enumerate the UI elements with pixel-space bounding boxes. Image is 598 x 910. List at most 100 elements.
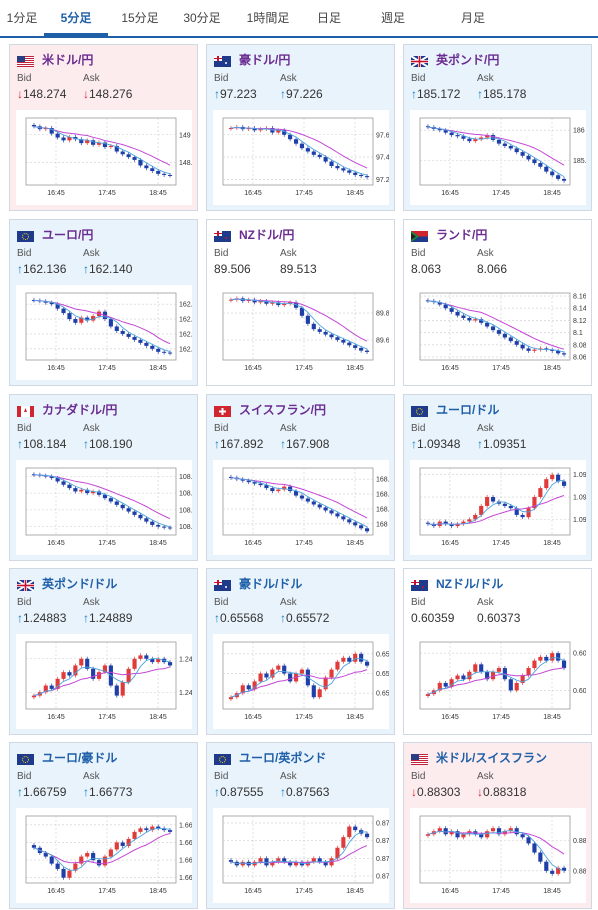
mini-chart[interactable]: 16:45 17:45 18:45 168.6 168.4 168.2 168 [213, 460, 389, 555]
candle-body [252, 128, 257, 131]
candle-body [443, 828, 448, 835]
candle-body [479, 505, 484, 515]
mini-chart[interactable]: 16:45 17:45 18:45 108.8 108.6 108.4 108.2 [16, 460, 192, 555]
candle-body [329, 161, 334, 167]
mini-chart[interactable]: 16:45 17:45 18:45 186 185.5 [410, 110, 586, 205]
candle-body [73, 665, 78, 676]
mini-chart[interactable]: 16:45 17:45 18:45 0.604 0.603 [410, 634, 586, 729]
candle-body [561, 353, 567, 355]
candle-body [91, 668, 96, 679]
currency-card[interactable]: NZドル/ドル Bid Ask 0.60359 0.60373 16:45 17:45 18:… [403, 568, 592, 735]
candle-body [359, 347, 364, 351]
tab-1[interactable]: 5分足 [44, 0, 108, 36]
tab-7[interactable]: 月足 [460, 11, 485, 25]
mini-chart[interactable]: 16:45 17:45 18:45 0.876 0.8755 0.875 0.8745 [213, 808, 389, 903]
x-tick-label: 17:45 [98, 540, 116, 547]
mini-chart[interactable]: 16:45 17:45 18:45 89.8 89.6 [213, 285, 389, 380]
currency-card[interactable]: スイスフラン/円 Bid Ask ↑167.892 ↑167.908 16:45 17:45… [206, 394, 395, 561]
tab-2[interactable]: 15分足 [121, 11, 159, 25]
mini-chart[interactable]: 16:45 17:45 18:45 1.668 1.667 1.666 1.665 [16, 808, 192, 903]
x-tick-label: 17:45 [492, 714, 510, 721]
pair-name-link[interactable]: NZドル/円 [239, 227, 295, 242]
currency-card[interactable]: 豪ドル/円 Bid Ask ↑97.223 ↑97.226 16:45 17:45 18:45… [206, 44, 395, 211]
mini-chart[interactable]: 16:45 17:45 18:45 0.656 0.6555 0.655 [213, 634, 389, 729]
candle-body [561, 660, 567, 669]
candle-body [258, 483, 263, 486]
candle-body [144, 342, 149, 346]
currency-card[interactable]: 米ドル/円 Bid Ask ↓148.274 ↓148.276 16:45 17:45 18:… [9, 44, 198, 211]
currency-card[interactable]: カナダドル/円 Bid Ask ↑108.184 ↑108.190 16:45 17:45 1… [9, 394, 198, 561]
tab-4[interactable]: 1時間足 [246, 11, 290, 25]
pair-name-link[interactable]: スイスフラン/円 [239, 402, 326, 417]
candle-body [79, 489, 84, 492]
tab-5[interactable]: 日足 [316, 11, 341, 25]
candle-body [252, 482, 257, 484]
candle-body [526, 155, 531, 160]
pair-name-link[interactable]: 英ポンド/ドル [42, 576, 118, 591]
y-tick-label: 1.666 [179, 858, 192, 865]
candle-body [43, 853, 48, 857]
candle-body [138, 514, 143, 519]
candle-body [55, 678, 60, 689]
mini-chart[interactable]: 16:45 17:45 18:45 8.16 8.14 8.12 8.1 8.08 8.06 [410, 285, 586, 380]
y-tick-label: 89.6 [376, 337, 389, 344]
tab-3[interactable]: 30分足 [183, 11, 221, 25]
candle-body [335, 513, 340, 517]
pair-name-link[interactable]: 米ドル/円 [42, 52, 94, 67]
bid-price: 97.223 [220, 87, 257, 101]
currency-card[interactable]: NZドル/円 Bid Ask 89.506 89.513 16:45 17:45 18:45 8… [206, 219, 395, 386]
mini-chart[interactable]: 16:45 17:45 18:45 162.8 162.6 162.4 162.2 [16, 285, 192, 380]
mini-chart[interactable]: 16:45 17:45 18:45 97.6 97.4 97.2 [213, 110, 389, 205]
currency-card[interactable]: ユーロ/ドル Bid Ask ↑1.09348 ↑1.09351 16:45 17:45 18… [403, 394, 592, 561]
mini-chart[interactable]: 16:45 17:45 18:45 1.249 1.248 [16, 634, 192, 729]
pair-name-link[interactable]: 豪ドル/円 [239, 52, 291, 67]
mini-chart[interactable]: 16:45 17:45 18:45 0.884 0.883 [410, 808, 586, 903]
currency-flag-icon [214, 752, 231, 765]
candle-body [467, 138, 472, 142]
y-tick-label: 0.876 [376, 821, 389, 828]
currency-card[interactable]: 米ドル/スイスフラン Bid Ask ↓0.88303 ↓0.88318 16:45 17:… [403, 742, 592, 909]
candle-body [455, 311, 460, 316]
currency-card[interactable]: ユーロ/円 Bid Ask ↑162.136 ↑162.140 16:45 17:45 18:… [9, 219, 198, 386]
pair-name-link[interactable]: ユーロ/英ポンド [239, 750, 327, 765]
currency-card[interactable]: 豪ドル/ドル Bid Ask ↑0.65568 ↑0.65572 16:45 17:45 18… [206, 568, 395, 735]
pair-name-link[interactable]: ランド/円 [436, 227, 488, 242]
candle-body [490, 326, 496, 331]
mini-chart[interactable]: 16:45 17:45 18:45 149 148.5 [16, 110, 192, 205]
tab-0[interactable]: 1分足 [6, 11, 38, 25]
candle-body [496, 668, 502, 672]
pair-name-link[interactable]: 豪ドル/ドル [239, 576, 303, 591]
candlestick-chart: 16:45 17:45 18:45 1.668 1.667 1.666 1.665 [25, 815, 192, 895]
ask-label: Ask [477, 248, 494, 259]
x-tick-label: 16:45 [47, 365, 65, 372]
currency-flag-icon [17, 229, 34, 242]
pair-name-link[interactable]: カナダドル/円 [42, 402, 118, 417]
bid-label: Bid [17, 73, 32, 84]
ask-label: Ask [280, 248, 297, 259]
candle-body [108, 498, 113, 502]
currency-card[interactable]: ランド/円 Bid Ask 8.063 8.066 16:45 17:45 18:45 8.16… [403, 219, 592, 386]
pair-name-link[interactable]: ユーロ/ドル [436, 402, 500, 417]
bid-label: Bid [214, 73, 229, 84]
pair-name-link[interactable]: 英ポンド/円 [436, 52, 500, 67]
candle-body [449, 308, 454, 312]
pair-name-link[interactable]: NZドル/ドル [436, 576, 504, 591]
tab-6[interactable]: 週足 [380, 11, 405, 25]
pair-name-link[interactable]: ユーロ/豪ドル [42, 750, 118, 765]
pair-name-link[interactable]: ユーロ/円 [42, 227, 94, 242]
chart-frame [25, 292, 177, 361]
mini-chart[interactable]: 16:45 17:45 18:45 1.094 1.093 1.092 [410, 460, 586, 555]
currency-card[interactable]: 英ポンド/ドル Bid Ask ↑1.24883 ↑1.24889 16:45 17:45 1… [9, 568, 198, 735]
currency-card[interactable]: ユーロ/英ポンド Bid Ask ↑0.87555 ↑0.87563 16:45 17:45… [206, 742, 395, 909]
x-tick-label: 16:45 [441, 540, 459, 547]
candle-body [317, 689, 322, 698]
pair-name-link[interactable]: 米ドル/スイスフラン [436, 750, 547, 765]
y-tick-label: 186 [573, 128, 585, 135]
bid-price: 108.184 [23, 437, 67, 451]
currency-card[interactable]: 英ポンド/円 Bid Ask ↑185.172 ↑185.178 16:45 17:45 18… [403, 44, 592, 211]
candle-body [532, 159, 537, 164]
candle-body [473, 664, 478, 672]
currency-card[interactable]: ユーロ/豪ドル Bid Ask ↑1.66759 ↑1.66773 16:45 17:45 1… [9, 742, 198, 909]
candle-body [461, 315, 466, 318]
candle-body [138, 339, 143, 343]
